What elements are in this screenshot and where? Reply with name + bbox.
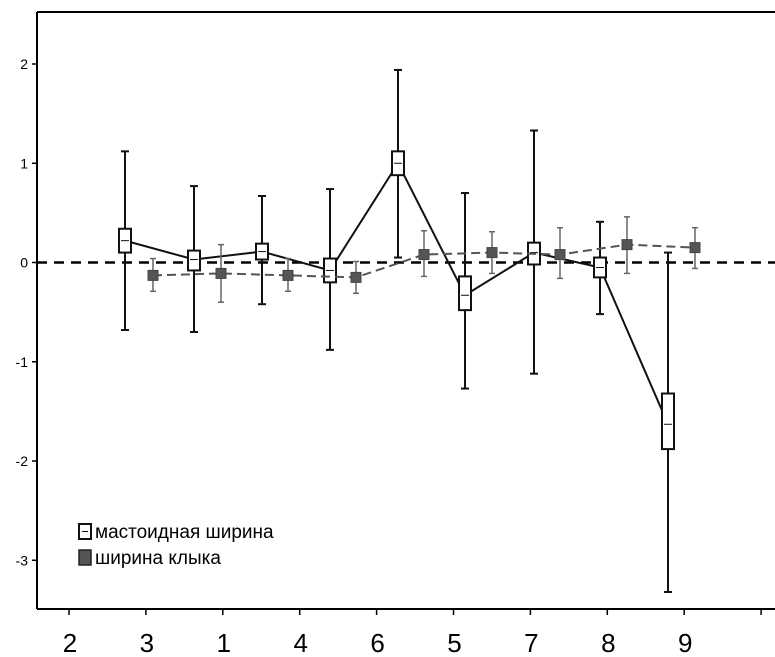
y-tick-label: -1 [16,354,29,370]
x-tick-label: 6 [370,628,384,657]
x-tick-label: 9 [678,628,692,657]
x-tick-label: 8 [601,628,615,657]
y-tick-label: 1 [20,155,28,171]
x-ticks: 2 3 1 4 6 5 7 8 9 [63,609,762,657]
point-canine-width [621,239,633,251]
point-canine-width [689,242,701,254]
legend-marker-filled-square [78,549,92,566]
series-line-mastoid-width [124,161,669,425]
box-mastoid-width [661,392,675,451]
y-tick-label: -2 [16,453,29,469]
point-canine-width [350,271,362,283]
x-tick-label: 4 [293,628,307,657]
legend-label-canine-width: ширина клыка [95,548,221,569]
point-canine-width [486,247,498,259]
box-mastoid-width [187,249,201,272]
axes [36,11,775,610]
y-tick-label: -3 [16,552,29,568]
y-tick-label: 0 [20,255,28,271]
x-tick-label: 1 [217,628,231,657]
x-tick-label: 2 [63,628,77,657]
legend-label-mastoid-width: мастоидная ширина [95,522,274,543]
y-tick-label: 2 [20,56,28,72]
legend-item-canine-width: ширина клыка [78,548,221,569]
x-tick-label: 7 [524,628,538,657]
legend: мастоидная ширина ширина клыка [78,522,274,569]
box-mastoid-width [458,275,472,312]
x-tick-label: 5 [447,628,461,657]
legend-item-mastoid-width: мастоидная ширина [78,522,274,543]
y-ticks: 2 1 0 -1 -2 -3 [16,56,37,568]
x-tick-label: 3 [140,628,154,657]
point-canine-width [282,269,294,281]
series-mastoid-width [118,68,675,594]
point-canine-width [215,267,227,279]
series-canine-width [147,216,701,303]
point-canine-width [147,269,159,281]
point-canine-width [554,249,566,261]
point-canine-width [418,249,430,261]
